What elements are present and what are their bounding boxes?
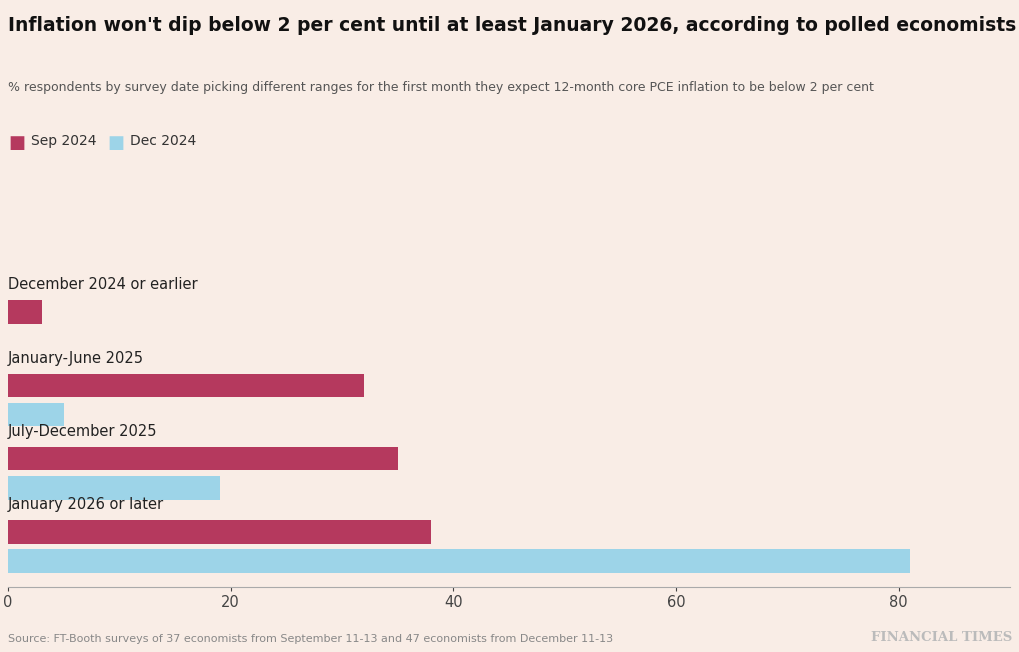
- Bar: [8, 520, 431, 544]
- Text: Dec 2024: Dec 2024: [129, 134, 196, 147]
- Text: July-December 2025: July-December 2025: [8, 424, 158, 439]
- Text: % respondents by survey date picking different ranges for the first month they e: % respondents by survey date picking dif…: [8, 82, 873, 95]
- Text: December 2024 or earlier: December 2024 or earlier: [8, 277, 198, 292]
- Text: January-June 2025: January-June 2025: [8, 351, 144, 366]
- Bar: [8, 374, 364, 397]
- Text: ■: ■: [107, 134, 124, 152]
- Text: ■: ■: [8, 134, 25, 152]
- Text: Inflation won't dip below 2 per cent until at least January 2026, according to p: Inflation won't dip below 2 per cent unt…: [8, 16, 1015, 35]
- Text: Sep 2024: Sep 2024: [31, 134, 96, 147]
- Text: Source: FT-Booth surveys of 37 economists from September 11-13 and 47 economists: Source: FT-Booth surveys of 37 economist…: [8, 634, 612, 644]
- Bar: [8, 550, 909, 573]
- Text: FINANCIAL TIMES: FINANCIAL TIMES: [870, 631, 1011, 644]
- Bar: [8, 476, 219, 499]
- Bar: [8, 301, 42, 324]
- Text: January 2026 or later: January 2026 or later: [8, 497, 164, 512]
- Bar: [8, 447, 397, 470]
- Bar: [8, 403, 64, 426]
